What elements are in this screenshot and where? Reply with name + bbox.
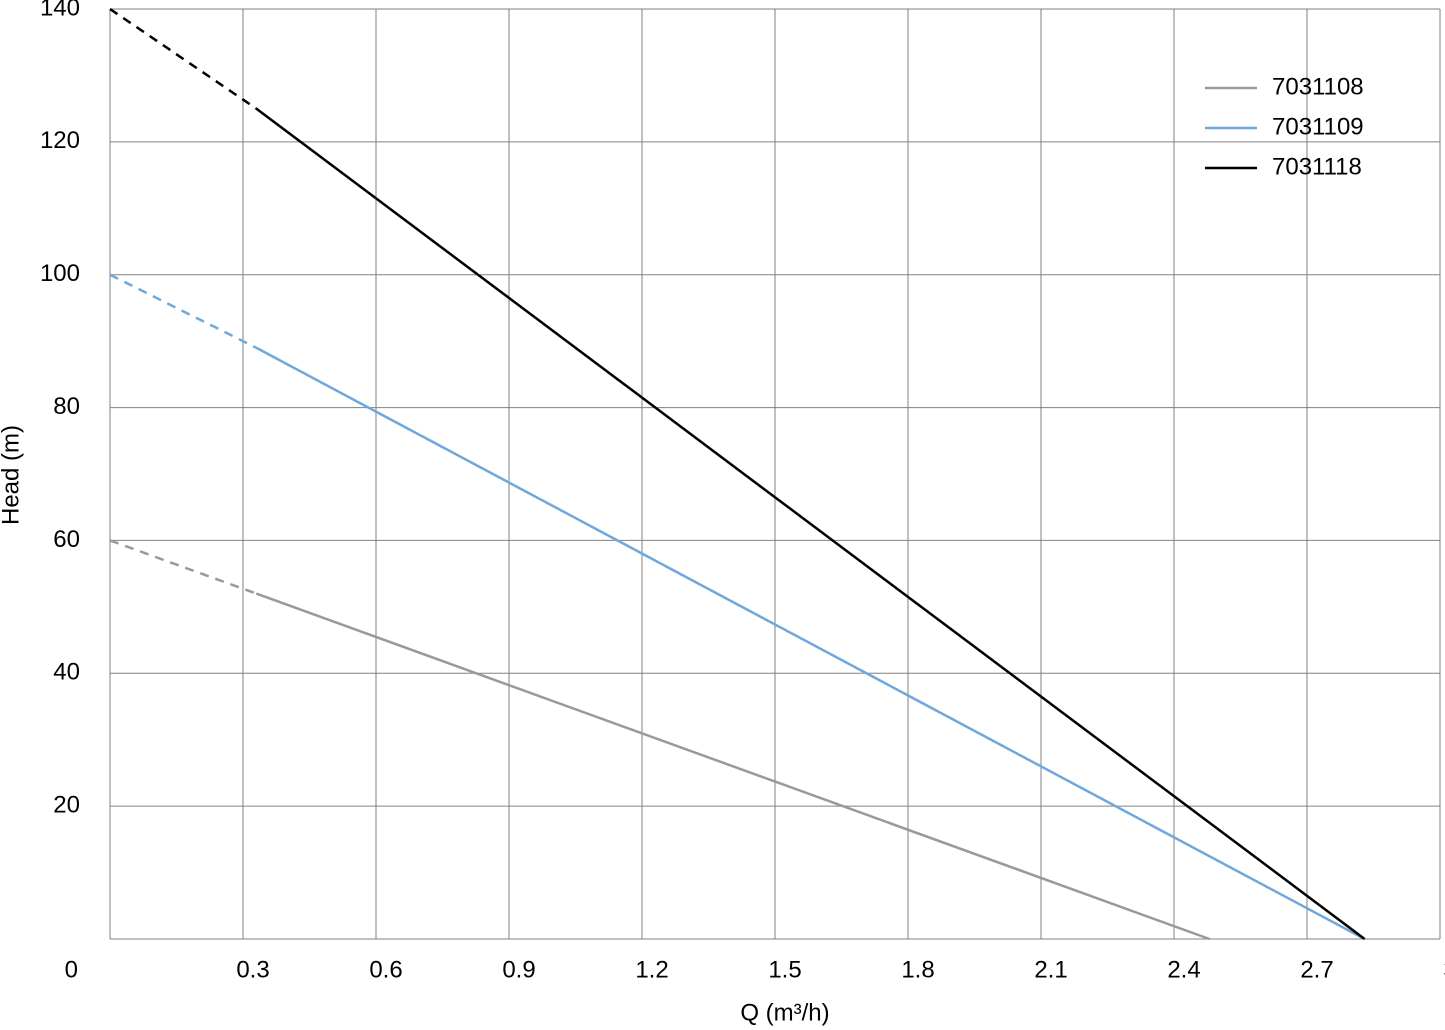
y-tick-label: 120 bbox=[40, 127, 80, 154]
x-tick-label: 2.4 bbox=[1167, 956, 1200, 983]
series-line bbox=[255, 107, 1366, 941]
y-tick-label: 140 bbox=[40, 0, 80, 21]
x-tick-label: 1.5 bbox=[768, 956, 801, 983]
y-tick-label: 40 bbox=[53, 659, 80, 686]
x-tick-label: 0.6 bbox=[369, 956, 402, 983]
x-tick-label: 1.8 bbox=[901, 956, 934, 983]
x-axis-title: Q (m³/h) bbox=[740, 999, 829, 1026]
legend-label: 7031108 bbox=[1272, 73, 1364, 100]
x-tick-label: 2.1 bbox=[1034, 956, 1067, 983]
x-tick-label: 3 bbox=[1443, 956, 1445, 983]
series-line bbox=[109, 7, 258, 110]
x-tick-label: 2.7 bbox=[1300, 956, 1333, 983]
series-line bbox=[255, 346, 1366, 941]
y-tick-label: 80 bbox=[53, 393, 80, 420]
series-line bbox=[109, 539, 257, 595]
legend-label: 7031118 bbox=[1272, 153, 1362, 180]
y-tick-label: 20 bbox=[53, 791, 80, 818]
x-tick-label: 0.9 bbox=[502, 956, 535, 983]
x-tick-label: 0.3 bbox=[236, 956, 269, 983]
x-tick-label: 0 bbox=[65, 956, 78, 983]
series-line bbox=[255, 592, 1210, 941]
y-axis-title: Head (m) bbox=[0, 425, 24, 525]
y-tick-label: 100 bbox=[40, 260, 80, 287]
series-line bbox=[109, 273, 257, 349]
y-tick-label: 60 bbox=[53, 526, 80, 553]
legend-label: 7031109 bbox=[1272, 113, 1364, 140]
x-tick-label: 1.2 bbox=[635, 956, 668, 983]
